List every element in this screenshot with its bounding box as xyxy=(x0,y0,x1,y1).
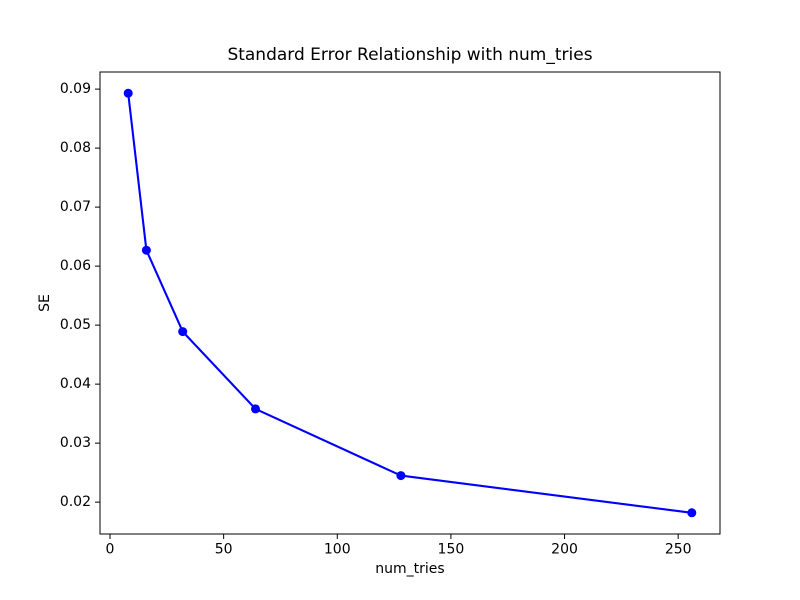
y-axis-label: SE xyxy=(37,294,53,312)
y-tick-label: 0.07 xyxy=(60,199,91,215)
x-tick-label: 200 xyxy=(551,542,578,558)
x-tick-label: 100 xyxy=(324,542,351,558)
data-point-marker xyxy=(141,245,151,255)
y-tick-label: 0.04 xyxy=(60,376,91,392)
x-tick-label: 150 xyxy=(438,542,465,558)
x-tick-label: 0 xyxy=(106,542,115,558)
data-point-marker xyxy=(178,327,188,337)
chart-title: Standard Error Relationship with num_tri… xyxy=(227,45,593,65)
data-point-marker xyxy=(687,508,697,518)
y-tick-label: 0.02 xyxy=(60,494,91,510)
y-tick-label: 0.09 xyxy=(60,81,91,97)
data-line xyxy=(127,92,693,514)
y-tick-label: 0.08 xyxy=(60,140,91,156)
y-tick-label: 0.05 xyxy=(60,317,91,333)
x-tick-label: 50 xyxy=(215,542,233,558)
data-point-marker xyxy=(251,404,260,414)
data-point-marker xyxy=(396,471,406,481)
x-tick-label: 250 xyxy=(665,542,692,558)
y-tick-label: 0.03 xyxy=(60,435,91,451)
x-axis-label: num_tries xyxy=(375,561,445,577)
data-point-marker xyxy=(123,88,133,98)
axes-frame xyxy=(99,71,721,535)
y-tick-label: 0.06 xyxy=(60,258,91,274)
